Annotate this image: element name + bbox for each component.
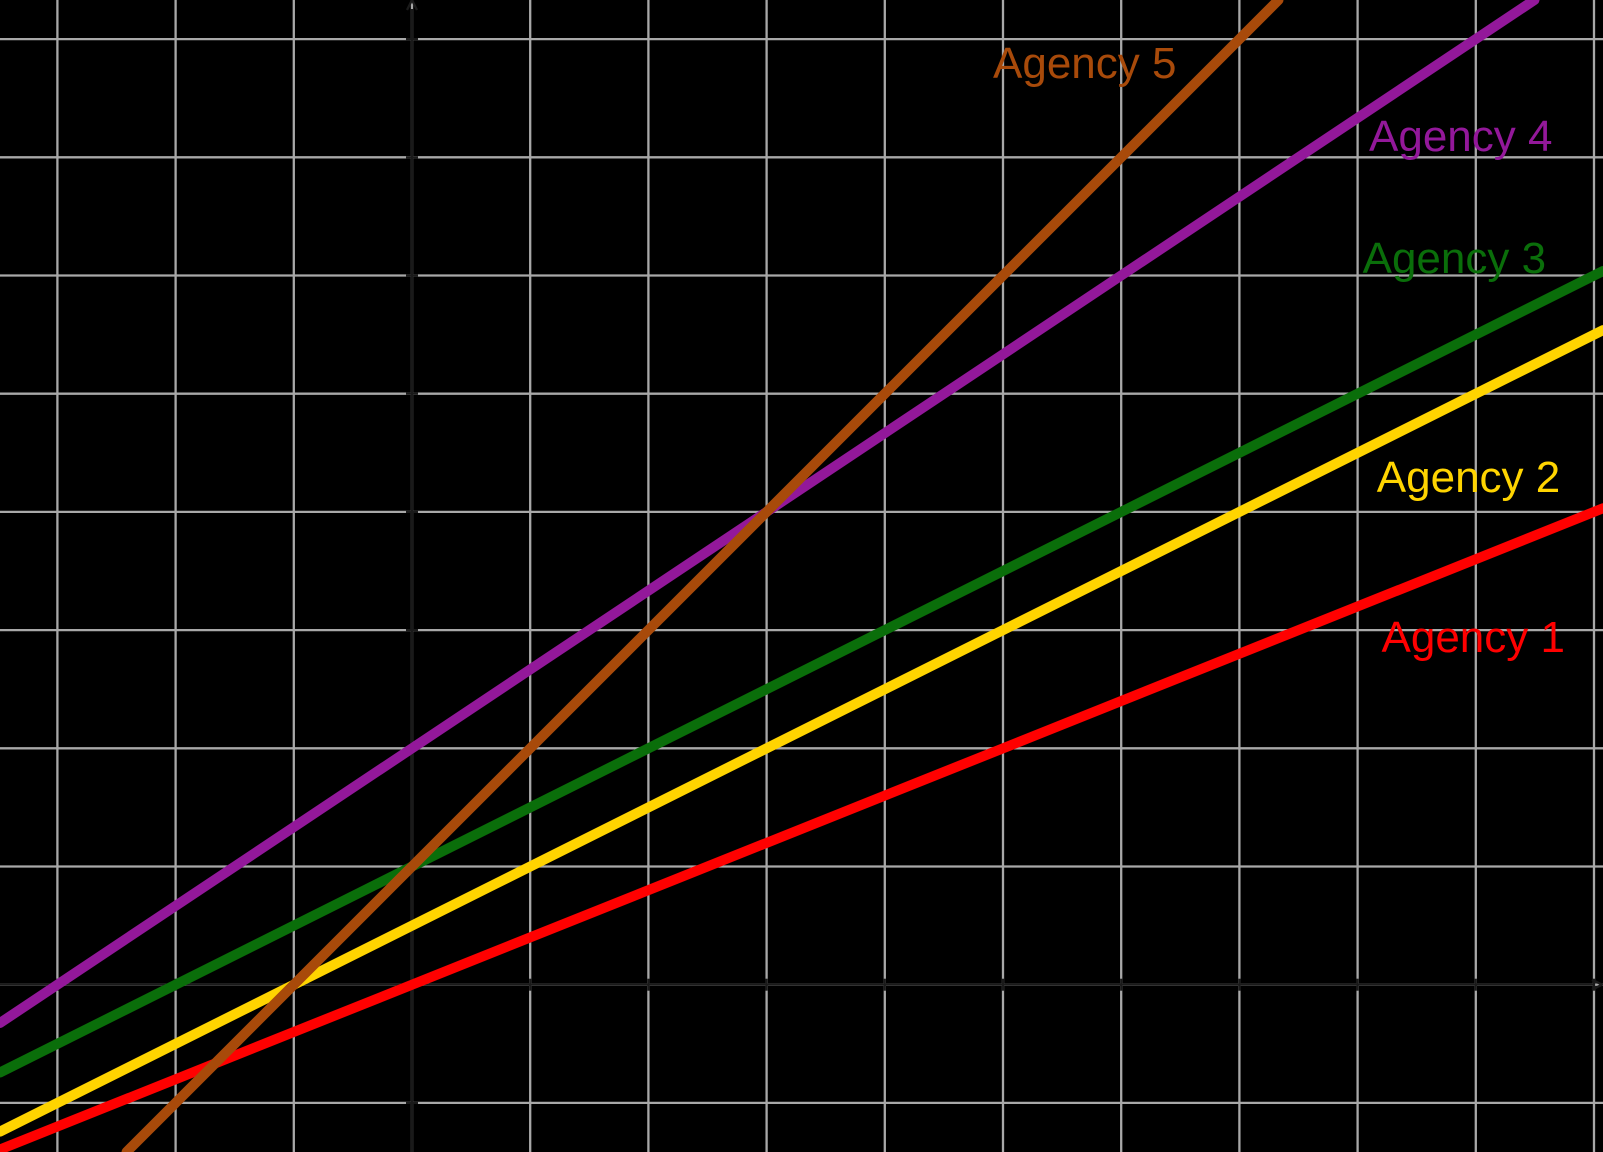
svg-text:Agency 5: Agency 5 bbox=[993, 39, 1176, 88]
svg-text:Agency 4: Agency 4 bbox=[1369, 112, 1552, 161]
svg-text:Agency 2: Agency 2 bbox=[1377, 453, 1560, 502]
svg-text:Agency 3: Agency 3 bbox=[1363, 234, 1546, 283]
svg-text:Agency 1: Agency 1 bbox=[1382, 613, 1565, 662]
